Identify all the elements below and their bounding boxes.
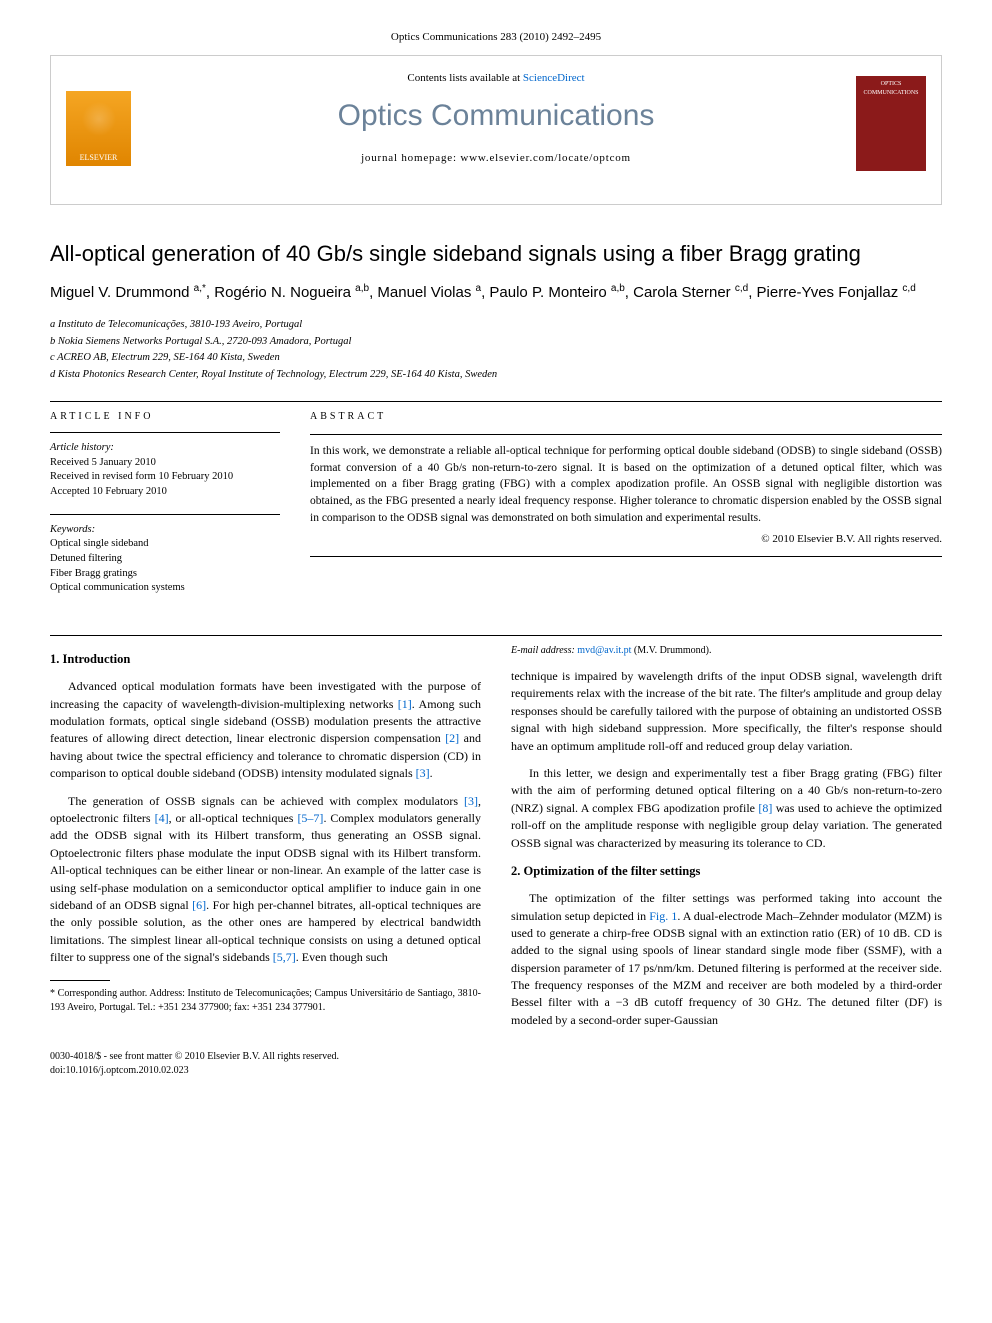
article-info-heading: ARTICLE INFO <box>50 410 280 424</box>
divider <box>50 401 942 402</box>
section-heading: 2. Optimization of the filter settings <box>511 862 942 880</box>
body-paragraph: The optimization of the filter settings … <box>511 890 942 1029</box>
history-line: Accepted 10 February 2010 <box>50 485 280 500</box>
abstract-text: In this work, we demonstrate a reliable … <box>310 443 942 526</box>
body-paragraph: In this letter, we design and experiment… <box>511 765 942 852</box>
page-footer: 0030-4018/$ - see front matter © 2010 El… <box>50 1050 942 1078</box>
affiliation: a Instituto de Telecomunicações, 3810-19… <box>50 317 942 333</box>
keyword: Detuned filtering <box>50 552 280 567</box>
history-line: Received in revised form 10 February 201… <box>50 470 280 485</box>
body-paragraph: The generation of OSSB signals can be ac… <box>50 793 481 967</box>
journal-name: Optics Communications <box>71 95 921 137</box>
sciencedirect-link[interactable]: ScienceDirect <box>523 72 585 84</box>
divider <box>310 434 942 435</box>
contents-available-line: Contents lists available at ScienceDirec… <box>71 71 921 86</box>
article-title: All-optical generation of 40 Gb/s single… <box>50 240 942 268</box>
abstract-copyright: © 2010 Elsevier B.V. All rights reserved… <box>310 532 942 547</box>
affiliation: c ACREO AB, Electrum 229, SE-164 40 Kist… <box>50 350 942 366</box>
divider <box>50 635 942 636</box>
cover-text-top: OPTICS <box>860 80 922 88</box>
section-heading: 1. Introduction <box>50 650 481 668</box>
citation-header: Optics Communications 283 (2010) 2492–24… <box>50 30 942 45</box>
email-attribution: (M.V. Drummond). <box>634 645 712 656</box>
publisher-logo: ELSEVIER <box>66 91 131 166</box>
divider <box>50 432 280 433</box>
journal-cover-thumbnail: OPTICS COMMUNICATIONS <box>856 76 926 171</box>
email-footnote: E-mail address: mvd@av.it.pt (M.V. Drumm… <box>511 644 942 658</box>
keyword: Fiber Bragg gratings <box>50 567 280 582</box>
body-paragraph: technique is impaired by wavelength drif… <box>511 668 942 755</box>
footnote-separator <box>50 980 110 981</box>
keywords-block: Keywords: Optical single sideband Detune… <box>50 523 280 596</box>
abstract-heading: ABSTRACT <box>310 410 942 424</box>
homepage-url: www.elsevier.com/locate/optcom <box>460 152 631 164</box>
affiliation: d Kista Photonics Research Center, Royal… <box>50 367 942 383</box>
divider <box>310 556 942 557</box>
publisher-logo-text: ELSEVIER <box>80 152 118 163</box>
journal-header-box: ELSEVIER OPTICS COMMUNICATIONS Contents … <box>50 55 942 205</box>
keyword: Optical single sideband <box>50 537 280 552</box>
front-matter-line: 0030-4018/$ - see front matter © 2010 El… <box>50 1050 339 1064</box>
info-abstract-row: ARTICLE INFO Article history: Received 5… <box>50 410 942 610</box>
body-two-column: 1. Introduction Advanced optical modulat… <box>50 644 942 1032</box>
authors-line: Miguel V. Drummond a,*, Rogério N. Nogue… <box>50 282 942 303</box>
footer-left: 0030-4018/$ - see front matter © 2010 El… <box>50 1050 339 1078</box>
email-label: E-mail address: <box>511 645 575 656</box>
divider <box>50 514 280 515</box>
abstract-column: ABSTRACT In this work, we demonstrate a … <box>310 410 942 610</box>
history-label: Article history: <box>50 441 280 456</box>
cover-text-bottom: COMMUNICATIONS <box>860 89 922 97</box>
article-history-block: Article history: Received 5 January 2010… <box>50 441 280 500</box>
doi-line: doi:10.1016/j.optcom.2010.02.023 <box>50 1064 339 1078</box>
corresponding-author-footnote: * Corresponding author. Address: Institu… <box>50 987 481 1015</box>
keywords-label: Keywords: <box>50 523 280 538</box>
keyword: Optical communication systems <box>50 581 280 596</box>
body-paragraph: Advanced optical modulation formats have… <box>50 678 481 782</box>
affiliation: b Nokia Siemens Networks Portugal S.A., … <box>50 334 942 350</box>
history-line: Received 5 January 2010 <box>50 456 280 471</box>
article-info-column: ARTICLE INFO Article history: Received 5… <box>50 410 280 610</box>
affiliations-block: a Instituto de Telecomunicações, 3810-19… <box>50 317 942 383</box>
homepage-line: journal homepage: www.elsevier.com/locat… <box>71 151 921 166</box>
email-link[interactable]: mvd@av.it.pt <box>577 645 631 656</box>
